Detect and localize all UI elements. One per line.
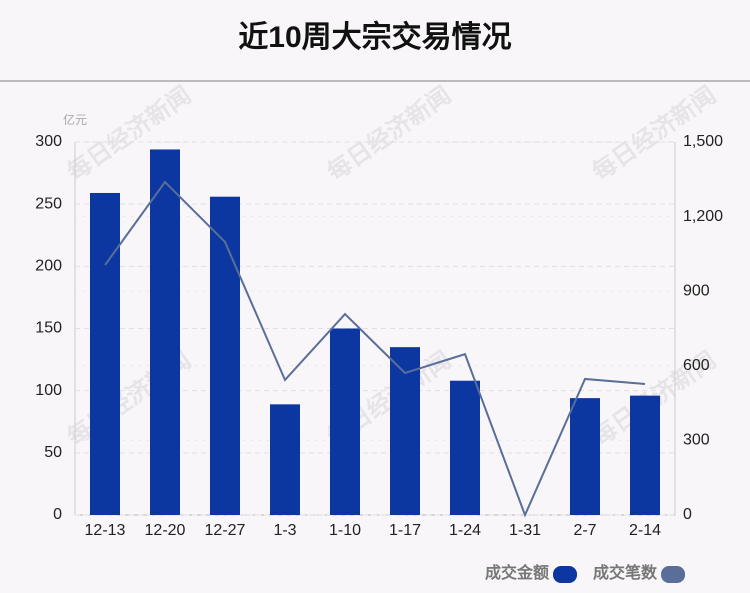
y-tick-label: 300 xyxy=(35,133,62,150)
chart-title: 近10周大宗交易情况 xyxy=(238,20,511,54)
y2-tick-label: 0 xyxy=(683,506,692,523)
x-tick-label: 1-31 xyxy=(509,522,541,539)
bar xyxy=(210,196,240,515)
y2-tick-label: 1,200 xyxy=(683,208,723,225)
x-tick-label: 12-27 xyxy=(205,522,246,539)
x-tick-label: 2-7 xyxy=(573,522,596,539)
y-tick-label: 150 xyxy=(35,320,62,337)
legend-swatch xyxy=(661,566,686,583)
bar xyxy=(450,380,480,515)
y2-tick-label: 300 xyxy=(683,432,710,449)
x-tick-label: 1-3 xyxy=(273,522,296,539)
y-unit: 亿元 xyxy=(63,112,87,127)
x-tick-label: 1-10 xyxy=(329,522,361,539)
x-tick-label: 2-14 xyxy=(629,522,661,539)
line xyxy=(104,180,646,518)
bar xyxy=(570,398,600,515)
x-tick-label: 12-13 xyxy=(85,522,126,539)
legend-label: 成交笔数 xyxy=(593,563,658,582)
legend-label: 成交金额 xyxy=(485,563,549,582)
y-tick-label: 0 xyxy=(53,506,62,523)
x-tick-label: 1-17 xyxy=(389,522,421,539)
bar xyxy=(90,192,120,515)
x-tick-label: 12-20 xyxy=(145,522,186,539)
y2-tick-label: 1,500 xyxy=(683,133,723,150)
y2-tick-label: 900 xyxy=(683,282,710,299)
y-tick-label: 250 xyxy=(35,195,62,212)
bar xyxy=(330,328,360,515)
x-tick-label: 1-24 xyxy=(449,522,481,539)
legend-swatch xyxy=(553,566,578,583)
y-tick-label: 50 xyxy=(44,444,62,461)
y2-tick-label: 600 xyxy=(683,357,710,374)
bar xyxy=(630,395,660,515)
y-tick-label: 100 xyxy=(35,382,62,399)
bar xyxy=(150,149,180,515)
y-tick-label: 200 xyxy=(35,258,62,275)
bar xyxy=(270,404,300,515)
bar xyxy=(390,347,420,515)
